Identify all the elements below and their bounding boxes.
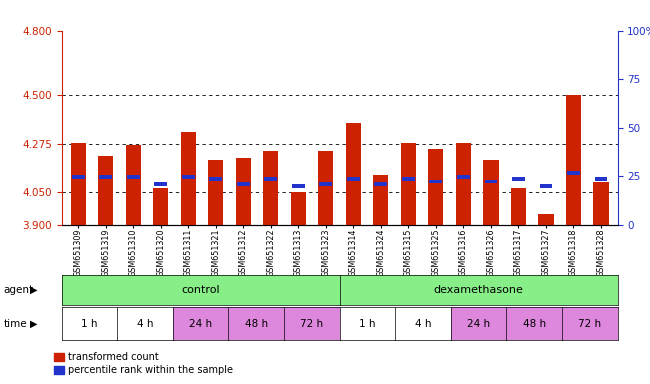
Bar xyxy=(374,182,387,185)
Text: dexamethasone: dexamethasone xyxy=(434,285,523,295)
Text: 1 h: 1 h xyxy=(81,318,98,329)
Bar xyxy=(263,151,278,225)
Bar xyxy=(319,182,332,185)
Bar xyxy=(127,175,140,179)
Text: 24 h: 24 h xyxy=(467,318,490,329)
Text: agent: agent xyxy=(3,285,33,295)
Bar xyxy=(511,188,526,225)
Bar xyxy=(291,192,306,225)
Bar xyxy=(430,180,443,184)
Text: 4 h: 4 h xyxy=(415,318,431,329)
Bar xyxy=(265,177,278,181)
Text: 48 h: 48 h xyxy=(523,318,546,329)
Bar xyxy=(99,175,112,179)
Text: ▶: ▶ xyxy=(30,318,38,329)
Bar xyxy=(346,123,361,225)
Bar xyxy=(347,177,360,181)
Bar xyxy=(153,188,168,225)
Bar xyxy=(237,182,250,185)
Text: 4 h: 4 h xyxy=(137,318,153,329)
Bar xyxy=(182,175,195,179)
Bar xyxy=(72,175,84,179)
Bar xyxy=(373,175,389,225)
Text: 48 h: 48 h xyxy=(244,318,268,329)
Bar xyxy=(401,143,416,225)
Bar xyxy=(456,143,471,225)
Bar xyxy=(428,149,443,225)
Bar xyxy=(593,182,608,225)
Text: 24 h: 24 h xyxy=(189,318,213,329)
Bar xyxy=(318,151,333,225)
Bar xyxy=(566,95,581,225)
Bar xyxy=(71,143,86,225)
Bar xyxy=(236,158,251,225)
Bar xyxy=(540,184,552,188)
Text: time: time xyxy=(3,318,27,329)
Bar xyxy=(567,171,580,175)
Bar xyxy=(595,177,607,181)
Bar xyxy=(125,145,141,225)
Bar xyxy=(98,156,113,225)
Text: 1 h: 1 h xyxy=(359,318,376,329)
Bar xyxy=(292,184,305,188)
Legend: transformed count, percentile rank within the sample: transformed count, percentile rank withi… xyxy=(50,348,237,379)
Bar xyxy=(402,177,415,181)
Bar xyxy=(457,175,470,179)
Bar xyxy=(181,132,196,225)
Bar xyxy=(484,180,497,184)
Bar xyxy=(484,160,499,225)
Text: control: control xyxy=(181,285,220,295)
Text: ▶: ▶ xyxy=(30,285,38,295)
Text: 72 h: 72 h xyxy=(300,318,324,329)
Bar xyxy=(208,160,224,225)
Bar xyxy=(154,182,167,185)
Text: 72 h: 72 h xyxy=(578,318,601,329)
Bar xyxy=(538,214,554,225)
Bar xyxy=(512,177,525,181)
Bar xyxy=(209,177,222,181)
